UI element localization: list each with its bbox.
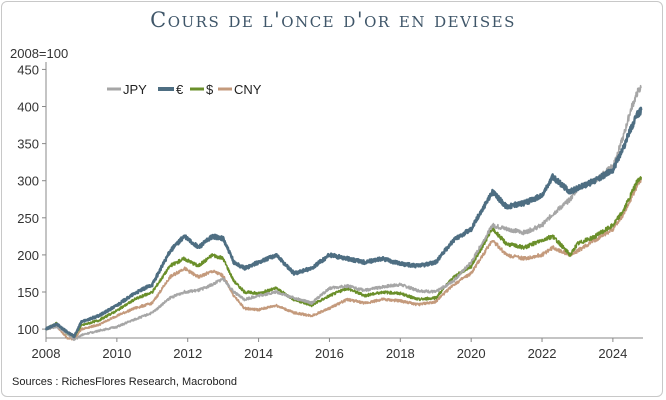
y-tick-label: 400: [17, 100, 39, 115]
legend-label: CNY: [234, 82, 262, 97]
x-tick-label: 2008: [32, 346, 61, 361]
y-tick-label: 300: [17, 174, 39, 189]
series-layer: [44, 84, 643, 342]
chart-legend: JPY € $ CNY: [107, 82, 262, 97]
x-tick-label: 2010: [102, 346, 131, 361]
y-tick-label: 350: [17, 137, 39, 152]
y-tick-label: 100: [17, 322, 39, 337]
source-note: Sources : RichesFlores Research, Macrobo…: [12, 376, 237, 388]
y-tick-label: 150: [17, 285, 39, 300]
x-tick-label: 2018: [386, 346, 415, 361]
legend-label: $: [206, 82, 214, 97]
x-tick-label: 2020: [457, 346, 486, 361]
series-line-JPY: [45, 84, 642, 342]
x-tick-label: 2024: [598, 346, 627, 361]
x-tick-label: 2022: [528, 346, 557, 361]
y-tick-label: 450: [17, 62, 39, 77]
legend-label: JPY: [123, 82, 147, 97]
y-tick-label: 200: [17, 248, 39, 263]
unit-label: 2008=100: [10, 46, 68, 61]
chart-title: Cours de l'once d'or en devises: [150, 8, 516, 32]
x-tick-label: 2016: [315, 346, 344, 361]
y-tick-label: 250: [17, 211, 39, 226]
legend-label: €: [176, 82, 184, 97]
chart-axes: 100 150 200 250 300 350 400 450 2008 2010 2012 2014…: [17, 62, 643, 361]
x-tick-label: 2012: [173, 346, 202, 361]
series-line-€: [44, 106, 643, 339]
x-tick-label: 2014: [244, 346, 273, 361]
series-line-CNY: [45, 178, 642, 341]
